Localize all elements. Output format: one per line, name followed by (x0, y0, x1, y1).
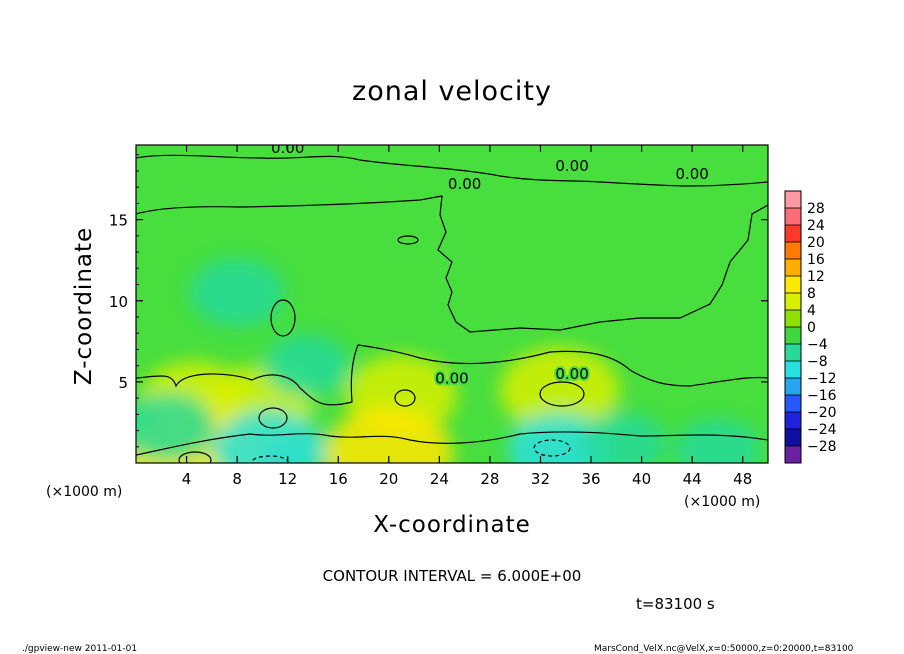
x-tick-label-6: 28 (480, 470, 499, 488)
contour-closed-4 (270, 299, 296, 337)
colorbar-swatch-10 (785, 361, 801, 378)
colorbar-label-4: 12 (807, 269, 825, 285)
x-tick-label-3: 16 (329, 470, 348, 488)
x-tick-label-2: 12 (278, 470, 297, 488)
velocity-blob-8 (136, 393, 216, 462)
colorbar-label-6: 4 (807, 303, 816, 319)
x-tick-label-8: 36 (581, 470, 600, 488)
contour-line-low (136, 344, 768, 406)
colorbar-label-2: 20 (807, 235, 825, 251)
contour-closed-3 (539, 381, 585, 407)
colorbar-label-11: −16 (807, 388, 837, 404)
velocity-blob-12 (674, 419, 761, 463)
colorbar-label-5: 8 (807, 286, 816, 302)
x-unit-right: (×1000 m) (684, 494, 761, 510)
contour-closed-5 (397, 235, 419, 245)
colorbar-swatch-8 (785, 327, 801, 344)
velocity-blob-5 (324, 407, 454, 463)
colorbar-swatch-11 (785, 378, 801, 395)
colorbar-swatch-6 (785, 293, 801, 310)
colorbar-label-3: 16 (807, 252, 825, 268)
colorbar-swatch-7 (785, 310, 801, 327)
velocity-blob-7 (263, 334, 351, 397)
contour-line-upper (136, 154, 768, 187)
velocity-blob-6 (189, 258, 285, 327)
contour-label-2: 0.00 (675, 165, 708, 183)
colorbar-swatch-13 (785, 412, 801, 429)
colorbar-swatch-14 (785, 429, 801, 446)
colorbar-label-13: −24 (807, 422, 837, 438)
x-tick-label-5: 24 (430, 470, 449, 488)
y-tick-label-0: 5 (118, 374, 128, 392)
contour-line-mid (136, 195, 768, 333)
colorbar-swatch-4 (785, 259, 801, 276)
time-label: t=83100 s (636, 595, 715, 613)
contour-label-3: 0.00 (448, 175, 481, 193)
x-tick-label-9: 40 (632, 470, 651, 488)
x-tick-label-4: 20 (379, 470, 398, 488)
colorbar-label-7: 0 (807, 320, 816, 336)
footer-right: MarsCond_VelX.nc@VelX,x=0:50000,z=0:2000… (594, 644, 854, 654)
chart-title: zonal velocity (352, 76, 552, 107)
contour-closed-2 (394, 389, 416, 407)
colorbar-label-14: −28 (807, 439, 837, 455)
plot-area: 0.000.00 0.000.000.00 0.00 (136, 145, 768, 463)
contour-interval-label: CONTOUR INTERVAL = 6.000E+00 (322, 567, 582, 585)
footer-left: ./gpview-new 2011-01-01 (22, 644, 138, 654)
contour-closed-6 (178, 451, 212, 463)
contour-line-bottom (136, 431, 768, 456)
x-tick-label-11: 48 (733, 470, 752, 488)
colorbar-label-0: 28 (807, 201, 825, 217)
colorbar-swatch-1 (785, 208, 801, 225)
x-unit-left: (×1000 m) (46, 484, 123, 500)
x-axis-label: X-coordinate (373, 512, 531, 538)
contour-label-5: 0.00 (555, 365, 588, 383)
colorbar-label-1: 24 (807, 218, 825, 234)
plot-frame (135, 144, 769, 464)
velocity-blob-3 (499, 346, 620, 433)
contour-closed-1 (258, 407, 288, 429)
x-tick-label-0: 4 (182, 470, 192, 488)
colorbar-swatch-9 (785, 344, 801, 361)
colorbar-swatch-12 (785, 395, 801, 412)
x-tick-label-1: 8 (232, 470, 242, 488)
contour-label-1: 0.00 (555, 157, 588, 175)
x-tick-label-7: 32 (531, 470, 550, 488)
contour-label-4: 0.00 (435, 370, 468, 388)
velocity-blob-11 (579, 412, 667, 463)
colorbar-label-9: −8 (807, 354, 828, 370)
colorbar-swatch-15 (785, 446, 801, 463)
colorbar-swatch-2 (785, 225, 801, 242)
velocity-blob-9 (212, 410, 325, 463)
x-tick-label-10: 44 (683, 470, 702, 488)
colorbar-label-8: −4 (807, 337, 828, 353)
colorbar-label-12: −20 (807, 405, 837, 421)
colorbar-label-10: −12 (807, 371, 837, 387)
colorbar-swatch-5 (785, 276, 801, 293)
y-tick-label-2: 15 (109, 212, 128, 230)
contour-closed-dashed-2 (533, 439, 571, 457)
colorbar-swatch-3 (785, 242, 801, 259)
colorbar-swatch-0 (785, 191, 801, 208)
y-tick-label-1: 10 (109, 293, 128, 311)
